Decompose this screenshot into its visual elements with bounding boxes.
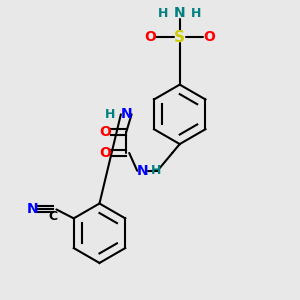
- Text: H: H: [158, 7, 169, 20]
- Text: H: H: [191, 7, 201, 20]
- Text: O: O: [100, 146, 111, 160]
- Text: H: H: [105, 108, 115, 121]
- Text: O: O: [100, 125, 111, 139]
- Text: S: S: [174, 30, 185, 45]
- Text: N: N: [174, 6, 185, 20]
- Text: O: O: [144, 30, 156, 44]
- Text: C: C: [49, 210, 58, 224]
- Text: N: N: [120, 107, 132, 121]
- Text: H: H: [151, 164, 161, 177]
- Text: N: N: [27, 202, 38, 216]
- Text: N: N: [137, 164, 148, 178]
- Text: O: O: [203, 30, 215, 44]
